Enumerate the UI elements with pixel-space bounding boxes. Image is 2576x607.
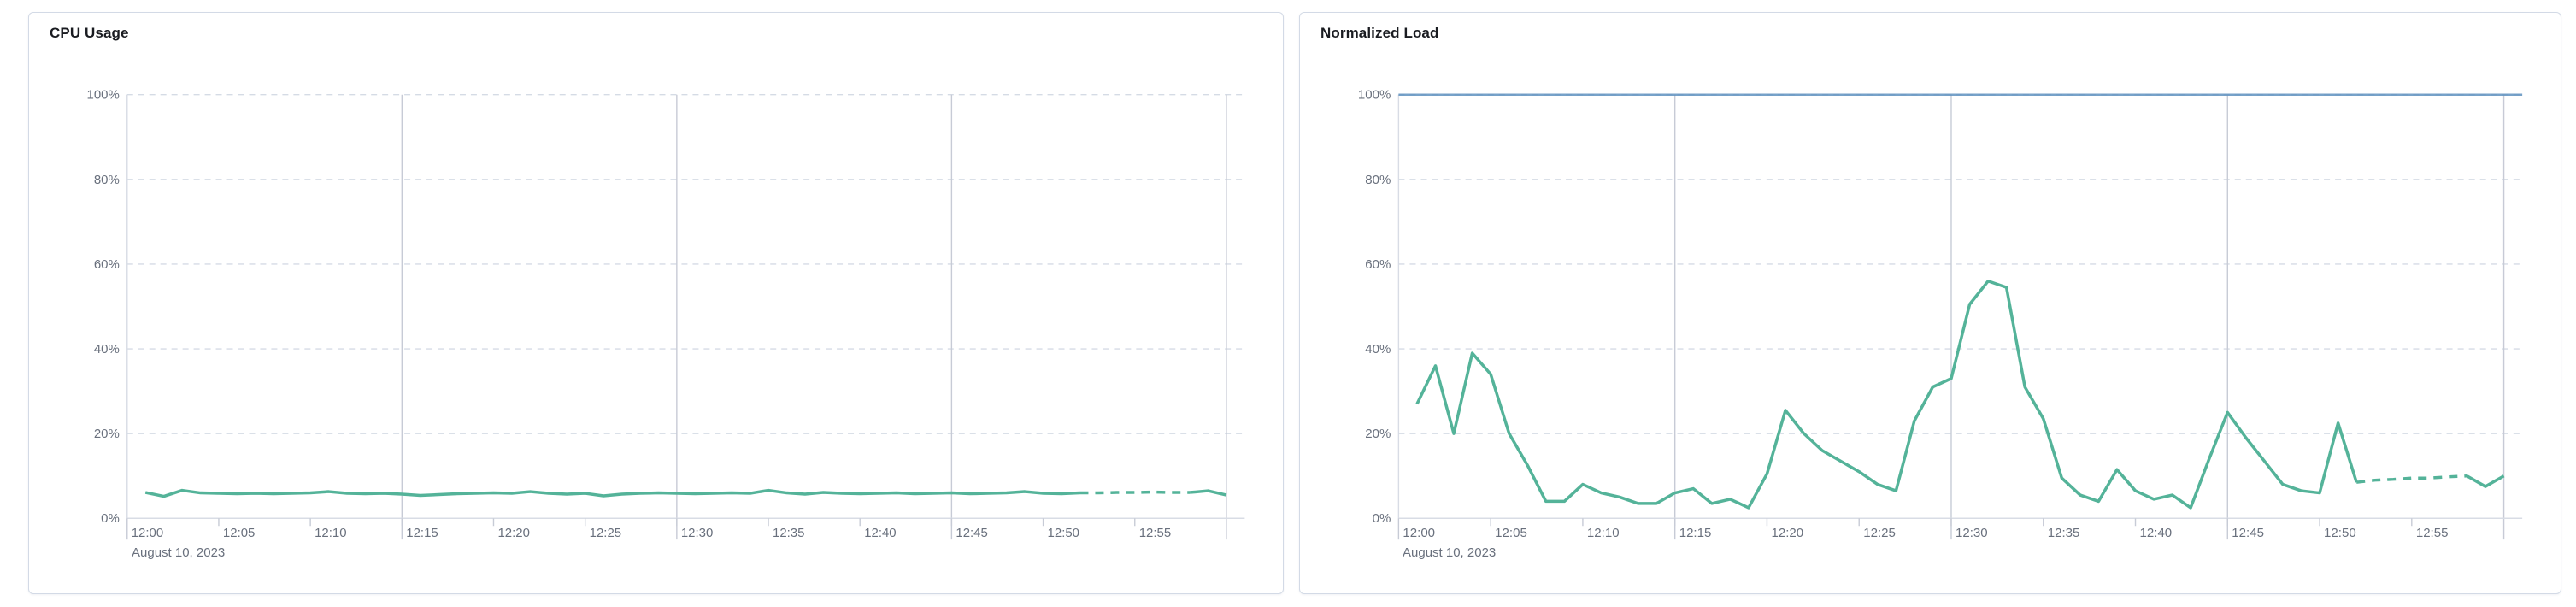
- x-tick-label: 12:25: [590, 526, 621, 540]
- x-tick-label: 12:45: [956, 526, 987, 540]
- x-tick-label: 12:15: [406, 526, 438, 540]
- chart-title: Normalized Load: [1320, 25, 1439, 41]
- x-tick-label: 12:15: [1679, 526, 1712, 540]
- x-tick-label: 12:35: [2048, 526, 2080, 540]
- x-tick-label: 12:10: [315, 526, 346, 540]
- x-tick-label: 12:50: [1048, 526, 1079, 540]
- y-tick-label: 80%: [1365, 173, 1391, 187]
- data-line: [1189, 489, 1227, 497]
- x-tick-label: 12:10: [1587, 526, 1620, 540]
- x-tick-label: 12:20: [497, 526, 529, 540]
- x-tick-label: 12:40: [2140, 526, 2173, 540]
- normalized-load-panel: 12:00 12:05 12:10 12:15 12:20 12:25 12:30 12:35…: [1299, 12, 2561, 594]
- x-tick-label: 12:20: [1771, 526, 1803, 540]
- normalized-load-chart[interactable]: 12:00 12:05 12:10 12:15 12:20 12:25 12:30 12:35…: [1300, 13, 2561, 593]
- x-tick-label: 12:00: [132, 526, 163, 540]
- x-tick-label: 12:40: [864, 526, 896, 540]
- y-tick-label: 20%: [1365, 427, 1391, 441]
- x-tick-label: 12:25: [1863, 526, 1896, 540]
- x-tick-label: 12:05: [223, 526, 255, 540]
- y-tick-label: 20%: [94, 427, 120, 441]
- cpu-usage-panel: 12:00 12:05 12:10 12:15 12:20 12:25 12:30 12:35…: [28, 12, 1284, 594]
- x-tick-label: 12:55: [2416, 526, 2449, 540]
- x-tick-label: 12:45: [2232, 526, 2264, 540]
- data-line-dashed: [1079, 490, 1191, 495]
- y-tick-label: 40%: [94, 342, 120, 357]
- x-tick-label: 12:00: [1403, 526, 1435, 540]
- data-line-dashed: [2355, 474, 2467, 484]
- y-tick-label: 100%: [87, 88, 120, 103]
- data-line: [2466, 474, 2505, 488]
- y-tick-label: 60%: [94, 257, 120, 272]
- y-tick-label: 40%: [1365, 342, 1391, 357]
- y-tick-label: 0%: [1373, 511, 1391, 526]
- x-axis-date-label: August 10, 2023: [132, 545, 226, 560]
- y-tick-label: 0%: [101, 511, 120, 526]
- x-axis-date-label: August 10, 2023: [1403, 545, 1497, 560]
- x-tick-label: 12:35: [773, 526, 804, 540]
- x-tick-label: 12:50: [2324, 526, 2356, 540]
- cpu-usage-chart[interactable]: 12:00 12:05 12:10 12:15 12:20 12:25 12:30 12:35…: [29, 13, 1283, 593]
- y-tick-label: 60%: [1365, 257, 1391, 272]
- x-tick-label: 12:30: [1956, 526, 1988, 540]
- data-line: [1415, 280, 2358, 510]
- x-tick-label: 12:30: [681, 526, 713, 540]
- chart-title: CPU Usage: [50, 25, 129, 41]
- data-line: [144, 488, 1080, 498]
- x-tick-label: 12:05: [1495, 526, 1527, 540]
- x-tick-label: 12:55: [1139, 526, 1171, 540]
- y-tick-label: 100%: [1358, 88, 1391, 103]
- y-tick-label: 80%: [94, 173, 120, 187]
